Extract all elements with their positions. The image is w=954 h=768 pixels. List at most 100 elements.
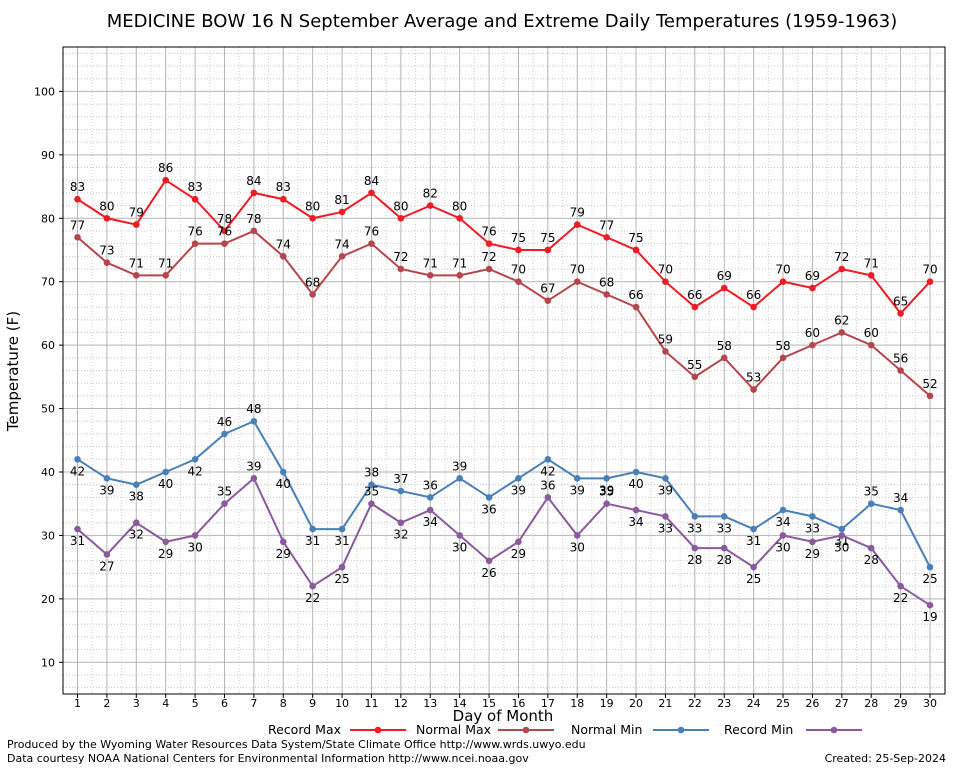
data-point bbox=[867, 544, 875, 552]
y-axis-label: Temperature (F) bbox=[4, 311, 22, 432]
data-label: 70 bbox=[922, 263, 937, 277]
data-label: 37 bbox=[393, 472, 408, 486]
y-tick-label: 90 bbox=[41, 149, 55, 162]
data-label: 67 bbox=[540, 282, 555, 296]
data-point bbox=[309, 582, 316, 590]
data-point bbox=[867, 341, 875, 349]
data-point bbox=[662, 278, 669, 285]
legend-label: Record Max bbox=[268, 722, 341, 737]
x-tick-label: 6 bbox=[221, 697, 228, 710]
data-point bbox=[279, 538, 287, 546]
data-point bbox=[897, 367, 904, 374]
y-tick-label: 100 bbox=[34, 85, 55, 98]
data-label: 58 bbox=[775, 339, 790, 353]
data-point bbox=[132, 272, 140, 279]
data-label: 71 bbox=[864, 256, 879, 270]
data-label: 29 bbox=[511, 547, 526, 561]
data-point bbox=[662, 348, 669, 355]
data-label: 70 bbox=[658, 263, 673, 277]
data-point bbox=[456, 532, 463, 539]
data-label: 59 bbox=[658, 332, 673, 346]
data-point bbox=[132, 481, 140, 488]
data-point bbox=[632, 468, 640, 476]
series-line bbox=[76, 419, 931, 568]
data-point bbox=[632, 303, 640, 311]
data-point bbox=[309, 525, 316, 533]
data-point bbox=[867, 272, 875, 279]
series-line bbox=[76, 229, 931, 397]
data-label: 25 bbox=[746, 572, 761, 586]
data-point bbox=[74, 525, 81, 533]
y-tick-label: 70 bbox=[41, 276, 55, 289]
data-label: 79 bbox=[570, 206, 585, 220]
data-point bbox=[426, 494, 434, 501]
data-label: 32 bbox=[129, 528, 144, 542]
data-label: 29 bbox=[158, 547, 173, 561]
series-layer: 83 80 79 86 83 78 84 83 80 81 84 80 82 80 76 75 75 79 77 75… bbox=[70, 161, 938, 624]
data-label: 39 bbox=[99, 483, 114, 497]
data-label: 80 bbox=[393, 199, 408, 213]
data-point bbox=[368, 500, 375, 508]
legend-item: Record Max bbox=[268, 722, 406, 737]
data-label: 39 bbox=[599, 483, 614, 497]
data-label: 33 bbox=[805, 521, 820, 535]
data-label: 76 bbox=[217, 225, 232, 239]
data-label: 27 bbox=[99, 559, 114, 573]
data-point bbox=[544, 297, 552, 305]
x-tick-label: 9 bbox=[309, 697, 316, 710]
x-tick-label: 5 bbox=[192, 697, 199, 710]
data-label: 36 bbox=[423, 478, 438, 492]
data-label: 79 bbox=[129, 206, 144, 220]
data-label: 30 bbox=[775, 540, 790, 554]
y-tick-label: 10 bbox=[41, 656, 55, 669]
data-point bbox=[279, 253, 287, 260]
data-point bbox=[897, 506, 904, 514]
data-point bbox=[74, 195, 81, 203]
data-label: 66 bbox=[628, 288, 643, 302]
x-axis-ticks: 1 2 3 4 5 6 7 8 9 10 11 12 13 14 15 16 17 18 19 20 21 22 23 24 2… bbox=[74, 694, 937, 710]
data-label: 35 bbox=[864, 485, 879, 499]
data-label: 48 bbox=[246, 402, 261, 416]
data-point bbox=[838, 525, 846, 533]
data-label: 66 bbox=[687, 288, 702, 302]
data-point bbox=[368, 240, 375, 247]
x-tick-label: 12 bbox=[394, 697, 408, 710]
data-point bbox=[456, 475, 463, 482]
data-label: 22 bbox=[893, 591, 908, 605]
data-label: 75 bbox=[540, 231, 555, 245]
data-label: 70 bbox=[570, 263, 585, 277]
data-label: 83 bbox=[276, 180, 291, 194]
data-label: 34 bbox=[893, 491, 908, 505]
data-label: 70 bbox=[775, 263, 790, 277]
data-label: 56 bbox=[893, 352, 908, 366]
data-point bbox=[162, 176, 169, 184]
x-tick-label: 7 bbox=[250, 697, 257, 710]
data-label: 65 bbox=[893, 294, 908, 308]
series-line bbox=[76, 178, 931, 315]
data-label: 34 bbox=[423, 515, 438, 529]
data-label: 35 bbox=[217, 485, 232, 499]
data-label: 42 bbox=[187, 464, 202, 478]
chart-title: MEDICINE BOW 16 N September Average and … bbox=[107, 11, 898, 32]
data-point bbox=[809, 538, 816, 546]
data-point bbox=[221, 227, 228, 235]
data-point bbox=[515, 538, 522, 546]
data-label: 60 bbox=[864, 326, 879, 340]
data-point bbox=[309, 291, 316, 298]
grid-major bbox=[63, 47, 945, 694]
data-point bbox=[338, 525, 346, 533]
data-point bbox=[221, 240, 228, 247]
data-label: 72 bbox=[393, 250, 408, 264]
data-label: 58 bbox=[717, 339, 732, 353]
data-point bbox=[191, 532, 199, 539]
data-point bbox=[397, 487, 405, 495]
data-point bbox=[779, 354, 787, 362]
x-tick-label: 29 bbox=[894, 697, 908, 710]
data-point bbox=[603, 475, 610, 482]
x-tick-label: 8 bbox=[280, 697, 287, 710]
data-label: 35 bbox=[599, 485, 614, 499]
data-label: 30 bbox=[570, 540, 585, 554]
data-label: 71 bbox=[423, 256, 438, 270]
data-point bbox=[515, 246, 522, 254]
